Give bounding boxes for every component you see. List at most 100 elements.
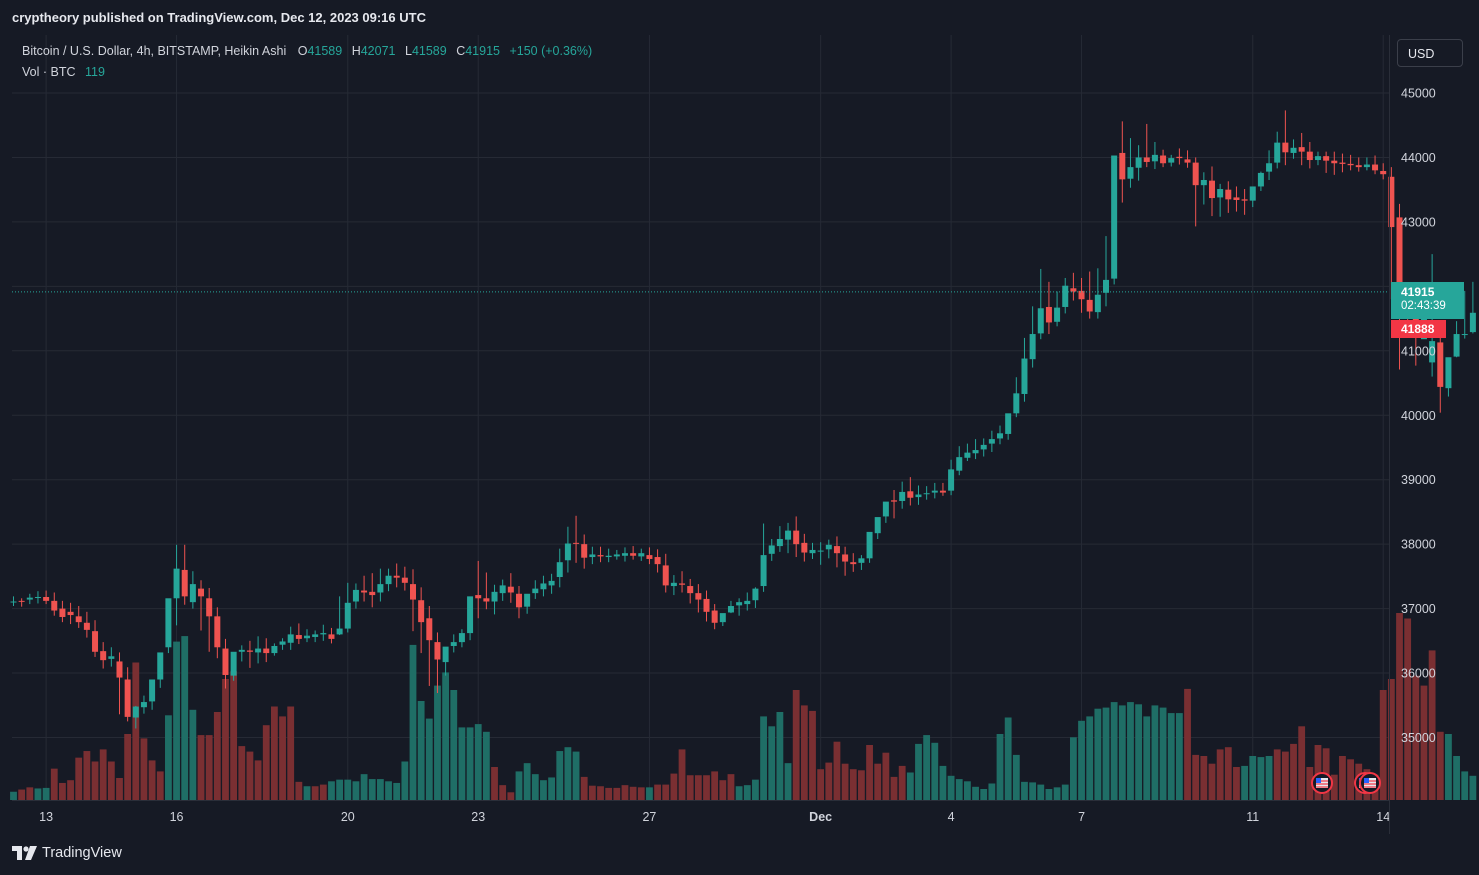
candle-body [124,679,131,717]
candle [198,580,205,631]
candle [491,584,498,615]
candle [157,652,164,688]
volume-bar [230,671,238,800]
close-value: 41915 [465,44,500,58]
volume-bar [711,771,719,800]
volume-bar [523,763,531,800]
price-tick-label: 39000 [1401,473,1436,487]
volume-bar [1339,756,1346,800]
volume-bar [1192,754,1200,800]
candle [760,523,767,592]
candle-body [1282,142,1289,153]
candle-body [43,596,50,601]
candle-body [1029,334,1036,360]
candle [230,651,237,681]
price-chart[interactable]: 3500036000370003800039000400004100042000… [0,34,1479,834]
candle-body [507,586,514,593]
candle-body [1013,393,1020,414]
candle [238,645,245,662]
candle [695,584,702,613]
bar-countdown: 02:43:39 [1401,300,1446,312]
volume-bar [1110,702,1118,800]
price-tick-label: 35000 [1401,731,1436,745]
candle [1257,171,1264,191]
volume-bar [809,710,816,800]
volume-bar [34,788,42,800]
price-tick-label: 41000 [1401,344,1436,358]
candle-body [1314,156,1321,161]
candle-body [10,601,17,603]
tradingview-logo[interactable]: TradingView [12,845,122,861]
volume-bar [75,757,83,800]
candle-body [573,542,580,544]
candle [1005,413,1012,440]
candle [149,679,156,710]
volume-bar [1387,679,1395,800]
candle [352,583,359,609]
currency-button[interactable]: USD [1397,39,1463,67]
candle-body [760,555,767,587]
candle [809,542,816,559]
volume-bar [189,709,197,800]
candle [573,515,580,563]
candle [964,443,971,462]
volume-bar [874,763,882,800]
candle [581,534,588,569]
volume-bar [890,776,898,800]
time-tick-label: 16 [170,810,184,824]
volume-bar [898,765,906,800]
volume-bar [1078,720,1085,800]
candle-body [988,439,995,444]
price-tick-label: 40000 [1401,409,1436,423]
candle-body [1062,285,1069,307]
volume-bar [425,718,433,800]
candle [100,642,107,669]
volume-bar [833,741,841,800]
candle [907,477,914,506]
volume-bar [116,778,123,800]
candle [1135,145,1142,181]
time-tick-label: 11 [1246,810,1259,824]
volume-bar [482,731,490,800]
price-tick-label: 38000 [1401,538,1436,552]
candle [1086,271,1093,319]
volume-bar [352,781,360,800]
candle-body [1143,157,1150,162]
candle-body [1151,154,1158,162]
price-tick-label: 45000 [1401,87,1436,101]
volume-bar [1281,751,1289,800]
volume-bar [915,743,922,800]
time-tick-label: 13 [39,810,53,824]
volume-bar [507,792,515,800]
candle [1380,163,1387,180]
volume-bar [132,662,140,800]
candle-body [1249,186,1256,201]
volume-bar [800,705,808,800]
candle-body [1217,189,1224,198]
volume-bar [1143,716,1151,800]
volume-bar [1135,704,1143,800]
candle [899,481,906,509]
candle-body [409,584,416,600]
candle-body [939,490,946,493]
candle [507,573,514,603]
candle [687,578,694,604]
candle [483,572,490,610]
volume-bar [752,779,759,800]
candle [670,575,677,596]
candle [1062,277,1069,314]
candle-body [931,490,938,493]
candle-body [923,493,930,495]
open-value: 41589 [307,44,343,58]
volume-bar [841,763,849,800]
candle [825,539,832,559]
high-value: 42071 [360,44,396,58]
candle-body [752,588,759,601]
candle-body [434,642,441,660]
candle [597,546,604,563]
candle [1469,281,1476,334]
candle-body [1200,180,1207,186]
candle [1388,167,1395,300]
volume-bar [1159,707,1167,800]
volume-bar [59,782,66,800]
